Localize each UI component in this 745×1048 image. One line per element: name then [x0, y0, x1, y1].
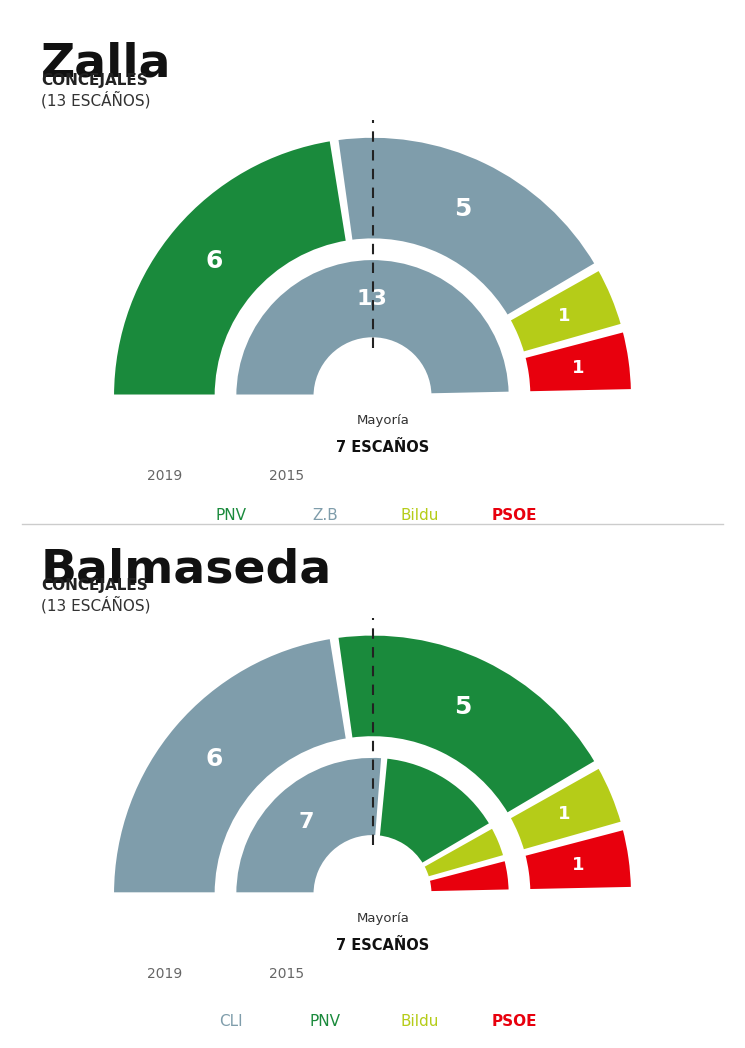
Wedge shape	[422, 827, 505, 878]
Text: Zalla: Zalla	[41, 42, 171, 87]
Text: Bildu: Bildu	[401, 1014, 439, 1029]
Text: Mayoría: Mayoría	[356, 414, 409, 428]
Text: 2019: 2019	[147, 967, 182, 981]
Text: CLI: CLI	[219, 1014, 243, 1029]
Wedge shape	[509, 766, 623, 851]
Text: Bildu: Bildu	[401, 508, 439, 523]
Wedge shape	[112, 139, 348, 396]
Text: Balmaseda: Balmaseda	[41, 547, 332, 592]
Text: 7 ESCAÑOS: 7 ESCAÑOS	[336, 440, 430, 456]
Wedge shape	[509, 268, 623, 353]
Text: 6: 6	[206, 249, 223, 274]
Text: 2019: 2019	[147, 470, 182, 483]
Wedge shape	[337, 634, 597, 814]
Wedge shape	[337, 136, 597, 316]
Wedge shape	[112, 637, 348, 894]
Text: 5: 5	[454, 197, 472, 221]
Text: PSOE: PSOE	[491, 1014, 537, 1029]
Text: CONCEJALES: CONCEJALES	[41, 578, 148, 593]
Text: (13 ESCÁÑOS): (13 ESCÁÑOS)	[41, 596, 150, 614]
Text: 6: 6	[206, 747, 223, 771]
Text: PNV: PNV	[215, 508, 247, 523]
Wedge shape	[378, 757, 491, 865]
Text: 1: 1	[572, 856, 585, 874]
Text: 7: 7	[299, 812, 314, 832]
Text: PNV: PNV	[310, 1014, 340, 1029]
Wedge shape	[524, 330, 633, 393]
Text: 5: 5	[454, 695, 472, 719]
Wedge shape	[524, 828, 633, 891]
Text: 13: 13	[356, 288, 387, 309]
Text: 2015: 2015	[269, 470, 304, 483]
Text: 7 ESCAÑOS: 7 ESCAÑOS	[336, 938, 430, 954]
Wedge shape	[428, 859, 510, 893]
Text: Z.B: Z.B	[312, 508, 338, 523]
Text: PSOE: PSOE	[491, 508, 537, 523]
Text: 1: 1	[572, 358, 585, 376]
Text: 1: 1	[559, 307, 571, 325]
Text: (13 ESCÁÑOS): (13 ESCÁÑOS)	[41, 91, 150, 109]
Text: 2015: 2015	[269, 967, 304, 981]
Text: 1: 1	[559, 805, 571, 823]
Wedge shape	[235, 757, 383, 894]
Text: Mayoría: Mayoría	[356, 912, 409, 925]
Wedge shape	[235, 259, 510, 396]
Text: CONCEJALES: CONCEJALES	[41, 73, 148, 88]
